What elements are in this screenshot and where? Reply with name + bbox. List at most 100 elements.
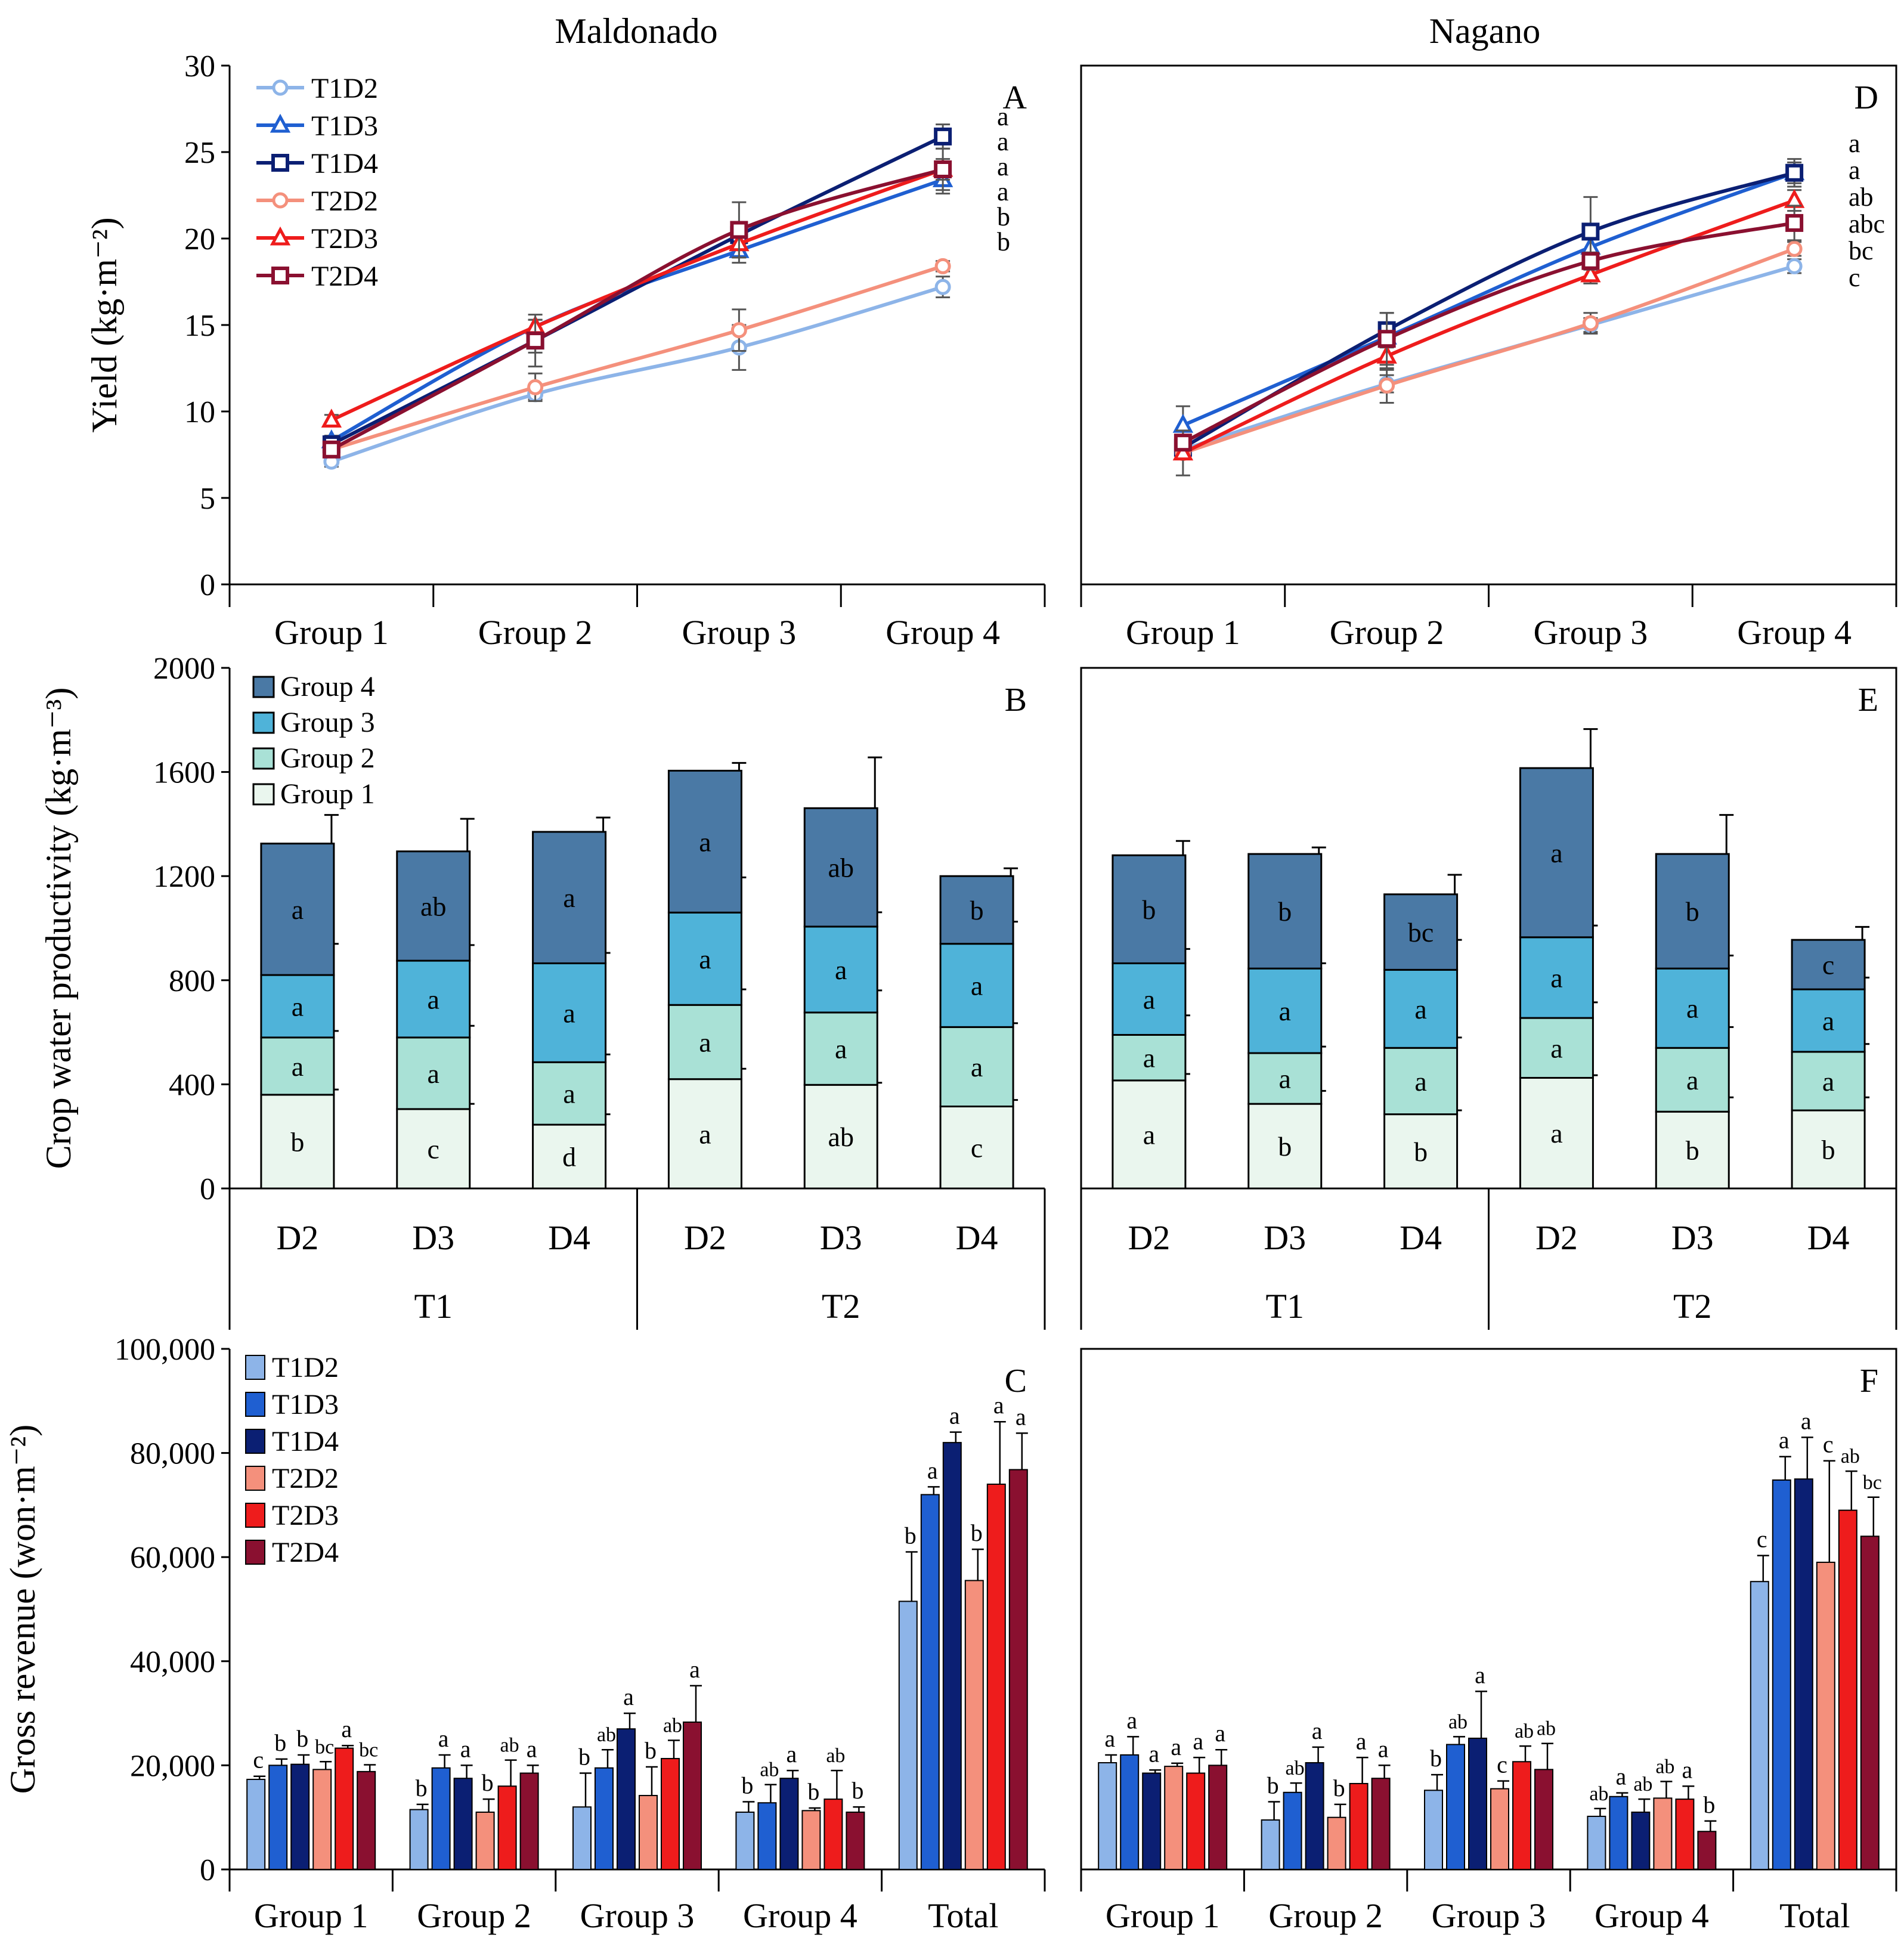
bar-segment-group-2 [1655, 1047, 1730, 1113]
data-point-t1d4 [1581, 222, 1600, 241]
x-category-label: Group 2 [478, 613, 593, 652]
bar-t2d3 [1512, 1761, 1531, 1871]
data-point-t2d3 [321, 408, 342, 428]
significance-label: a [1279, 996, 1291, 1026]
bar-t1d2 [1424, 1790, 1443, 1870]
legend-swatch [252, 747, 275, 770]
bar-t2d4 [1208, 1764, 1228, 1870]
panel-letter: A [1003, 79, 1027, 116]
legend-label: T1D4 [272, 1426, 339, 1457]
bar-segment-group-2 [532, 1061, 607, 1126]
significance-label: b [578, 1743, 590, 1770]
bar-segment-group-3 [667, 911, 742, 1006]
legend-label: T2D2 [272, 1463, 339, 1494]
bar-segment-group-1 [1112, 1079, 1187, 1190]
legend-label: T2D2 [311, 185, 378, 217]
significance-label: bc [359, 1739, 378, 1762]
legend-swatch [252, 711, 275, 734]
x-category-label: Total [928, 1896, 998, 1935]
significance-label: a [428, 984, 439, 1014]
bar-t1d3 [595, 1767, 614, 1870]
bar-segment-group-3 [1383, 968, 1459, 1049]
bar-t1d3 [1446, 1744, 1465, 1870]
bar-segment-group-4 [1791, 939, 1866, 990]
legend-swatch [252, 676, 275, 698]
significance-label: a [292, 1051, 304, 1082]
x-category-label: Group 2 [417, 1896, 531, 1935]
y-tick-label: 100,000 [114, 1333, 215, 1367]
significance-label: b [741, 1772, 753, 1799]
bar-t1d2 [735, 1811, 755, 1870]
bar-t1d4 [1142, 1772, 1162, 1871]
significance-label: a [997, 102, 1009, 131]
significance-label: a [835, 1034, 847, 1064]
significance-label: b [482, 1769, 494, 1796]
significance-label: a [699, 1027, 711, 1057]
legend-swatch [245, 1466, 265, 1491]
bar-t1d2 [1587, 1815, 1606, 1871]
x-category-label: D2 [276, 1218, 318, 1257]
bar-t1d3 [1283, 1791, 1302, 1870]
bar-segment-group-4 [1519, 767, 1594, 939]
significance-label: a [1475, 1661, 1485, 1688]
bar-segment-group-3 [939, 943, 1014, 1028]
y-tick-label: 40,000 [130, 1645, 215, 1679]
significance-label: b [905, 1522, 917, 1549]
bar-t2d4 [1860, 1536, 1880, 1870]
bar-t1d3 [757, 1802, 777, 1871]
significance-label: b [274, 1729, 286, 1756]
significance-label: a [1016, 1403, 1026, 1430]
bar-segment-group-1 [1655, 1110, 1730, 1190]
data-point-t1d4 [1785, 163, 1804, 182]
series-line-t1d2 [330, 285, 943, 463]
x-category-label: D4 [956, 1218, 998, 1257]
significance-label: ab [828, 1122, 854, 1152]
bar-t2d2 [964, 1580, 984, 1871]
bar-segment-group-2 [939, 1026, 1014, 1108]
data-point-t2d3 [1784, 188, 1805, 208]
bar-t1d2 [246, 1778, 266, 1870]
significance-label: a [1550, 838, 1562, 868]
significance-label: b [1414, 1137, 1428, 1167]
bar-t2d3 [1349, 1782, 1369, 1871]
y-tick-label: 20 [184, 222, 215, 256]
bar-t1d4 [1631, 1811, 1651, 1870]
significance-label: a [563, 1079, 575, 1109]
legend-label: T2D4 [311, 261, 378, 292]
data-point-t2d2 [1379, 377, 1395, 394]
significance-label: b [1686, 1135, 1699, 1166]
significance-label: a [927, 1457, 938, 1484]
legend-label: Group 1 [280, 778, 375, 810]
significance-label: a [971, 1052, 983, 1082]
x-category-label: Group 3 [580, 1896, 695, 1935]
y-tick-label: 20,000 [130, 1749, 215, 1783]
legend-label: T2D3 [311, 223, 378, 255]
bar-t1d2 [1261, 1819, 1280, 1870]
bar-segment-group-4 [1112, 854, 1187, 964]
x-category-label: Group 4 [886, 613, 1000, 652]
bar-t2d4 [519, 1772, 539, 1871]
x-category-label: Group 2 [1268, 1896, 1383, 1935]
bar-segment-group-2 [803, 1011, 878, 1086]
significance-label: b [852, 1777, 863, 1804]
significance-label: a [438, 1725, 449, 1752]
y-axis-title: Yield (kg·m⁻²) [85, 217, 124, 432]
legend-label: T2D3 [272, 1500, 339, 1531]
data-point-t2d4 [730, 221, 748, 239]
y-tick-label: 80,000 [130, 1437, 215, 1471]
bar-t1d2 [1750, 1581, 1769, 1870]
significance-label: a [563, 883, 575, 913]
significance-label: c [1757, 1526, 1767, 1553]
x-group-label: T1 [1266, 1287, 1304, 1326]
legend-swatch [245, 1429, 265, 1454]
significance-label: a [699, 826, 711, 857]
data-point-t2d3 [1172, 441, 1194, 461]
significance-label: d [562, 1142, 576, 1172]
bar-segment-group-3 [1112, 962, 1187, 1036]
bar-t1d4 [453, 1778, 473, 1871]
significance-label: b [1278, 896, 1292, 927]
significance-label: a [699, 1119, 711, 1149]
significance-label: a [993, 1392, 1004, 1419]
